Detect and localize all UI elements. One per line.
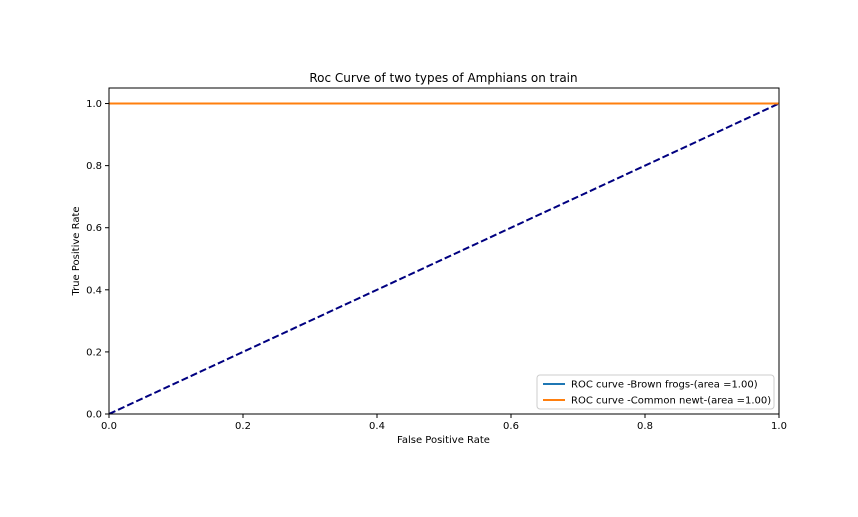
y-tick-label: 1.0 <box>86 99 102 110</box>
legend: ROC curve -Brown frogs-(area =1.00) ROC c… <box>536 374 775 410</box>
plot-frame <box>108 87 780 415</box>
x-tick-label: 0.4 <box>369 421 385 432</box>
plot-area <box>108 87 780 415</box>
y-axis-ticks: 0.0 0.2 0.4 0.6 0.8 1.0 <box>86 99 109 421</box>
y-tick-label: 0.6 <box>86 223 102 234</box>
x-tick-label: 0.0 <box>101 421 117 432</box>
chart-title: Roc Curve of two types of Amphians on tr… <box>309 71 577 85</box>
y-tick-label: 0.8 <box>86 161 102 172</box>
reference-diagonal-line <box>109 102 779 414</box>
y-axis-label: True Positive Rate <box>71 206 82 296</box>
y-tick-label: 0.0 <box>86 410 102 421</box>
x-tick-label: 0.2 <box>235 421 251 432</box>
x-axis-label: False Positive Rate <box>397 435 490 446</box>
legend-box <box>536 374 775 410</box>
x-axis-ticks: 0.0 0.2 0.4 0.6 0.8 1.0 <box>101 414 787 432</box>
legend-label-1: ROC curve -Brown frogs-(area =1.00) <box>571 380 758 391</box>
x-tick-label: 0.8 <box>637 421 653 432</box>
legend-label-2: ROC curve -Common newt-(area =1.00) <box>571 396 771 407</box>
y-tick-label: 0.2 <box>86 347 102 358</box>
x-tick-label: 0.6 <box>503 421 519 432</box>
x-tick-label: 1.0 <box>771 421 787 432</box>
y-tick-label: 0.4 <box>86 285 102 296</box>
